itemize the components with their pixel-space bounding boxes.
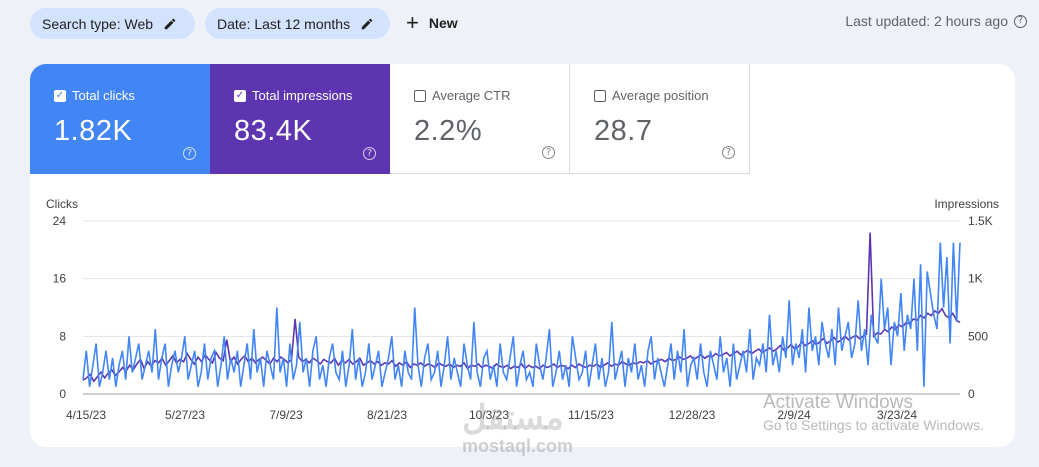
left-axis-label: Clicks xyxy=(46,197,78,211)
right-tick-label: 500 xyxy=(968,329,988,343)
performance-card: ✓ Total clicks 1.82K ? ✓ Total impressions… xyxy=(30,64,1015,447)
left-tick-label: 0 xyxy=(59,387,66,401)
new-filter-label: New xyxy=(428,15,458,31)
x-tick-label: 5/27/23 xyxy=(165,408,205,422)
last-updated-text: Last updated: 2 hours ago xyxy=(845,13,1008,29)
mostaql-watermark: mostaql.com xyxy=(462,436,574,456)
left-axis-ticks: 24 16 8 0 xyxy=(53,214,67,401)
metric-average-ctr[interactable]: Average CTR 2.2% ? xyxy=(390,64,570,174)
activate-windows-title: Activate Windows xyxy=(763,392,913,413)
mostaql-watermark-arabic: مستقل xyxy=(462,399,564,437)
metric-label: Total impressions xyxy=(252,88,353,103)
x-tick-label: 8/21/23 xyxy=(367,408,407,422)
metric-value: 28.7 xyxy=(594,115,653,147)
checkbox-unchecked-icon[interactable] xyxy=(414,89,426,102)
x-tick-label: 10/3/23 xyxy=(469,408,509,422)
right-tick-label: 1.5K xyxy=(968,214,993,228)
checkbox-checked-icon[interactable]: ✓ xyxy=(234,89,246,102)
activate-windows-subtitle: Go to Settings to activate Windows. xyxy=(763,417,984,433)
help-icon[interactable]: ? xyxy=(363,147,376,160)
search-type-filter-chip[interactable]: Search type: Web xyxy=(30,8,195,39)
filter-bar: Search type: Web Date: Last 12 months + … xyxy=(0,0,1039,48)
left-tick-label: 8 xyxy=(59,329,66,343)
right-tick-label: 1K xyxy=(968,272,983,286)
metric-total-clicks[interactable]: ✓ Total clicks 1.82K ? xyxy=(30,64,210,174)
right-axis-label: Impressions xyxy=(934,197,999,211)
help-icon[interactable]: ? xyxy=(722,146,735,159)
right-axis-ticks: 1.5K 1K 500 0 xyxy=(968,214,993,401)
metric-average-position[interactable]: Average position 28.7 ? xyxy=(570,64,750,174)
date-filter-label: Date: Last 12 months xyxy=(217,15,351,32)
right-tick-label: 0 xyxy=(968,387,975,401)
metric-label: Average CTR xyxy=(432,88,511,103)
checkbox-unchecked-icon[interactable] xyxy=(594,89,606,102)
x-tick-label: 3/23/24 xyxy=(877,408,917,422)
x-tick-label: 2/9/24 xyxy=(777,408,811,422)
last-updated: Last updated: 2 hours ago ? xyxy=(845,13,1027,29)
help-icon[interactable]: ? xyxy=(183,147,196,160)
search-type-filter-label: Search type: Web xyxy=(42,15,154,32)
x-tick-label: 4/15/23 xyxy=(66,408,106,422)
help-icon[interactable]: ? xyxy=(1014,14,1027,28)
date-filter-chip[interactable]: Date: Last 12 months xyxy=(205,8,390,39)
left-tick-label: 16 xyxy=(53,272,67,286)
metric-value: 2.2% xyxy=(414,115,483,147)
plus-icon: + xyxy=(406,10,419,35)
checkbox-checked-icon[interactable]: ✓ xyxy=(54,89,66,102)
chart-gridlines xyxy=(83,220,960,395)
edit-pencil-icon xyxy=(361,18,373,29)
x-tick-label: 12/28/23 xyxy=(669,408,716,422)
metric-label: Average position xyxy=(612,88,709,103)
x-tick-label: 7/9/23 xyxy=(269,408,303,422)
new-filter-button[interactable]: + New xyxy=(406,10,458,36)
clicks-series-line xyxy=(82,242,961,387)
edit-pencil-icon xyxy=(164,18,176,29)
performance-chart: Clicks Impressions 24 16 8 0 1.5K 1K 500 0 4/1… xyxy=(46,197,999,422)
left-tick-label: 24 xyxy=(53,214,67,228)
metric-value: 83.4K xyxy=(234,115,313,147)
metric-value: 1.82K xyxy=(54,115,133,147)
metric-total-impressions[interactable]: ✓ Total impressions 83.4K ? xyxy=(210,64,390,174)
metric-label: Total clicks xyxy=(72,88,135,103)
x-tick-label: 11/15/23 xyxy=(568,408,614,422)
help-icon[interactable]: ? xyxy=(542,146,555,159)
x-axis-ticks: 4/15/23 5/27/23 7/9/23 8/21/23 10/3/23 11/15/… xyxy=(66,408,917,422)
